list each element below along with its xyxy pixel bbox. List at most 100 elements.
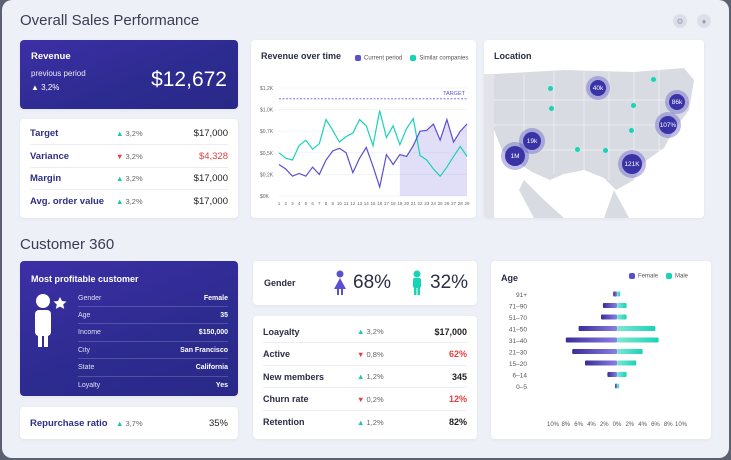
kpi-row[interactable]: Variance ▼ 3,2% $4,328 (30, 146, 228, 168)
x-tick-label: 23 (424, 201, 430, 206)
revenue-chart-legend: Current period Similar companies (355, 55, 468, 62)
kpi-change: ▼ 3,2% (116, 151, 143, 161)
map-point[interactable] (631, 103, 636, 108)
customer-field-row: Gender Female (78, 290, 228, 307)
up-arrow-icon: ▲ (357, 417, 365, 427)
age-category-label: 31–40 (509, 338, 527, 345)
kpi-value: $17,000 (193, 173, 228, 184)
map-point[interactable] (548, 86, 553, 91)
customer-field-key: State (78, 364, 95, 372)
repurchase-change: ▲ 3,7% (116, 418, 143, 428)
x-tick-label: 8% (664, 422, 673, 428)
kpi-value: $17,000 (193, 196, 228, 207)
female-bar (602, 303, 617, 308)
top-icons: ⚙ ● (673, 14, 711, 28)
male-bar (617, 291, 621, 297)
map-point[interactable] (575, 147, 580, 152)
age-category-label: 71–90 (509, 304, 527, 311)
male-bar (617, 349, 643, 354)
revenue-change: ▲ 3,2% (31, 83, 60, 92)
x-tick-label: 27 (451, 201, 457, 206)
kpi-row[interactable]: Avg. order value ▲ 3,2% $17,000 (30, 191, 228, 213)
us-map (484, 68, 694, 218)
location-card: Location 40k 86k 107% 19k 1M 121K (484, 40, 704, 218)
customer-field-row: State California (78, 360, 228, 377)
x-tick-label: 29 (464, 201, 470, 206)
gender-female: 68% (333, 270, 391, 296)
up-arrow-icon: ▲ (116, 197, 124, 206)
customer-card-title: Most profitable customer (31, 274, 139, 284)
map-bubble[interactable]: 86k (665, 90, 689, 114)
loyalty-row[interactable]: Loayalty ▲ 3,2% $17,000 (263, 321, 467, 343)
map-bubble[interactable]: 1M (501, 142, 529, 170)
revenue-card[interactable]: Revenue previous period ▲ 3,2% $12,672 (20, 40, 238, 109)
kpi-value: $4,328 (198, 150, 228, 162)
kpi-label: Avg. order value (30, 196, 105, 207)
kpi-row[interactable]: Target ▲ 3,2% $17,000 (30, 123, 228, 145)
kpi-change: ▲ 3,2% (116, 174, 143, 183)
map-bubble[interactable]: 40k (586, 76, 610, 100)
target-label: TARGET (443, 91, 466, 97)
down-arrow-icon: ▼ (116, 151, 124, 161)
x-tick-label: 5 (305, 201, 308, 206)
loyalty-row[interactable]: Churn rate ▼ 0,2% 12% (263, 389, 467, 411)
up-arrow-icon: ▲ (116, 174, 124, 183)
x-tick-label: 10% (547, 422, 560, 428)
x-tick-label: 0% (613, 422, 622, 428)
male-bar (617, 314, 627, 320)
map-point[interactable] (603, 148, 608, 153)
male-bar (617, 326, 656, 331)
age-category-label: 21–30 (509, 350, 527, 357)
up-arrow-icon: ▲ (31, 83, 39, 92)
repurchase-card: Repurchase ratio ▲ 3,7% 35% (20, 407, 238, 439)
user-icon[interactable]: ● (697, 14, 711, 28)
kpi-row[interactable]: Margin ▲ 3,2% $17,000 (30, 168, 228, 190)
customer-card[interactable]: Most profitable customer Gender Female Ag… (20, 261, 238, 396)
x-tick-label: 22 (417, 201, 423, 206)
gender-male: 32% (411, 270, 468, 296)
customer-field-key: City (78, 346, 91, 354)
map-point[interactable] (651, 77, 656, 82)
revenue-chart-card: Revenue over time Current period Similar… (251, 40, 476, 218)
x-tick-label: 6% (574, 422, 583, 428)
revenue-chart: $0K$0,2K$0,5K$0,7K$1,0K$1,2K1 2 3 4 5 6 7 8 9 10 1… (260, 86, 470, 206)
map-point[interactable] (549, 106, 554, 111)
x-tick-label: 20 (404, 201, 410, 206)
x-tick-label: 24 (431, 201, 437, 206)
map-bubble[interactable]: 121K (618, 150, 646, 178)
customer-field-row: City San Francisco (78, 342, 228, 360)
y-tick-label: $1,2K (260, 86, 274, 92)
legend-current: Current period (355, 55, 402, 62)
x-tick-label: 6% (651, 422, 660, 428)
male-bar (617, 303, 627, 308)
male-bar (617, 337, 659, 343)
loyalty-row[interactable]: New members ▲ 1,2% 345 (263, 366, 467, 388)
female-icon (334, 270, 346, 295)
customer-field-value: California (195, 364, 228, 372)
age-category-label: 51–70 (509, 315, 527, 322)
y-tick-label: $0K (260, 194, 270, 200)
x-tick-label: 15 (370, 201, 376, 206)
customer-field-value: Yes (215, 382, 228, 389)
x-tick-label: 9 (331, 201, 334, 206)
gender-card: Gender 68% 32% (253, 261, 477, 305)
up-arrow-icon: ▲ (357, 372, 365, 381)
loyalty-card: Loayalty ▲ 3,2% $17,000 Active ▼ 0,8% 62%… (253, 316, 477, 439)
x-tick-label: 28 (458, 201, 464, 206)
map-point[interactable] (629, 128, 634, 133)
x-tick-label: 8 (325, 201, 328, 206)
customer-field-value: $150,000 (198, 329, 228, 337)
female-bar (565, 337, 617, 343)
map-bubble[interactable]: 107% (655, 112, 681, 138)
loyalty-row[interactable]: Retention ▲ 1,2% 82% (263, 411, 467, 433)
customer-field-key: Income (78, 329, 101, 337)
x-tick-label: 18 (391, 201, 397, 206)
x-tick-label: 10% (675, 422, 688, 428)
customer-field-key: Loyalty (78, 382, 101, 389)
gender-label: Gender (264, 278, 296, 288)
female-bar (585, 360, 617, 366)
kpi-label: Target (30, 128, 59, 139)
loyalty-row[interactable]: Active ▼ 0,8% 62% (263, 344, 467, 366)
settings-icon[interactable]: ⚙ (673, 14, 687, 28)
